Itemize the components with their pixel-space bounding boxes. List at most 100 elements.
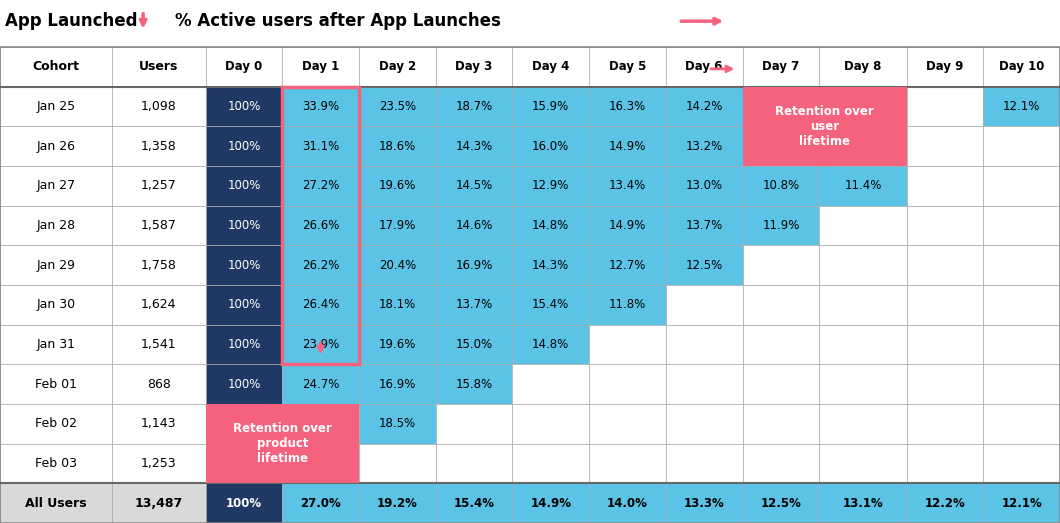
Bar [206,127,282,166]
Bar [984,285,1060,325]
Bar [666,127,743,166]
Bar [743,483,819,523]
Bar [0,87,112,127]
Text: 1,253: 1,253 [141,457,177,470]
Bar [436,365,512,404]
Text: 1,758: 1,758 [141,259,177,272]
Bar [666,166,743,206]
Text: 13.4%: 13.4% [608,179,647,192]
Bar [589,325,666,365]
Text: 14.8%: 14.8% [532,338,569,351]
Bar [666,483,743,523]
Bar [984,206,1060,245]
Bar [743,245,819,285]
Bar [112,127,206,166]
Bar [282,127,359,166]
Text: 11.8%: 11.8% [608,298,647,311]
Text: Jan 28: Jan 28 [36,219,75,232]
Bar [984,444,1060,483]
Bar [743,285,819,325]
Text: 1,098: 1,098 [141,100,177,113]
Text: 15.4%: 15.4% [454,497,495,510]
Text: Day 9: Day 9 [926,60,964,73]
Bar [206,47,282,87]
Bar [906,365,984,404]
Text: 27.2%: 27.2% [302,179,339,192]
Bar [984,166,1060,206]
Bar [589,245,666,285]
Bar [512,127,589,166]
Text: Day 4: Day 4 [532,60,569,73]
Bar [819,47,906,87]
Bar [359,325,436,365]
Text: 12.7%: 12.7% [608,259,647,272]
Bar [359,483,436,523]
Text: 12.5%: 12.5% [760,497,801,510]
Bar [906,285,984,325]
Text: 14.5%: 14.5% [762,100,799,113]
Bar [112,365,206,404]
Text: 11.4%: 11.4% [844,179,882,192]
Bar [512,166,589,206]
Text: Users: Users [139,60,178,73]
Text: 14.9%: 14.9% [530,497,571,510]
Text: Day 0: Day 0 [226,60,263,73]
Text: 100%: 100% [227,378,261,391]
Text: 27.0%: 27.0% [300,497,341,510]
Bar [819,245,906,285]
Text: 33.9%: 33.9% [302,100,339,113]
Text: 26.2%: 26.2% [302,259,339,272]
Bar [0,444,112,483]
Text: Jan 26: Jan 26 [36,140,75,153]
Bar [512,87,589,127]
Bar [206,87,282,127]
Bar [112,47,206,87]
Bar [282,245,359,285]
Text: Jan 25: Jan 25 [36,100,75,113]
Bar [984,127,1060,166]
Text: 15.9%: 15.9% [532,100,569,113]
Text: Day 3: Day 3 [456,60,493,73]
Bar [743,444,819,483]
Text: 12.1%: 12.1% [1003,100,1040,113]
Text: 14.0%: 14.0% [607,497,648,510]
Text: Day 6: Day 6 [686,60,723,73]
Bar [0,365,112,404]
Bar [359,127,436,166]
Bar [512,325,589,365]
Bar [359,166,436,206]
Bar [512,245,589,285]
Bar [112,325,206,365]
Bar [589,404,666,444]
Text: Cohort: Cohort [33,60,80,73]
Bar [819,127,906,166]
Text: 16.0%: 16.0% [532,140,569,153]
Text: 19.6%: 19.6% [378,179,417,192]
Bar [589,206,666,245]
Bar [512,483,589,523]
Bar [359,285,436,325]
Bar [589,483,666,523]
Bar [359,365,436,404]
Bar [819,87,906,127]
Text: Feb 03: Feb 03 [35,457,77,470]
Text: 13.2%: 13.2% [686,140,723,153]
Bar [512,206,589,245]
Bar [0,404,112,444]
Text: 1,587: 1,587 [141,219,177,232]
Bar [666,365,743,404]
Text: 23.5%: 23.5% [378,100,416,113]
Bar [666,87,743,127]
Text: 24.7%: 24.7% [302,378,339,391]
Bar [819,404,906,444]
Bar [589,444,666,483]
Bar [819,365,906,404]
Text: 100%: 100% [227,457,261,470]
Bar [819,325,906,365]
Text: 13.1%: 13.1% [843,497,883,510]
Bar [359,404,436,444]
Bar [0,285,112,325]
Bar [906,404,984,444]
Text: 12.9%: 12.9% [532,179,569,192]
Text: 14.9%: 14.9% [608,140,647,153]
